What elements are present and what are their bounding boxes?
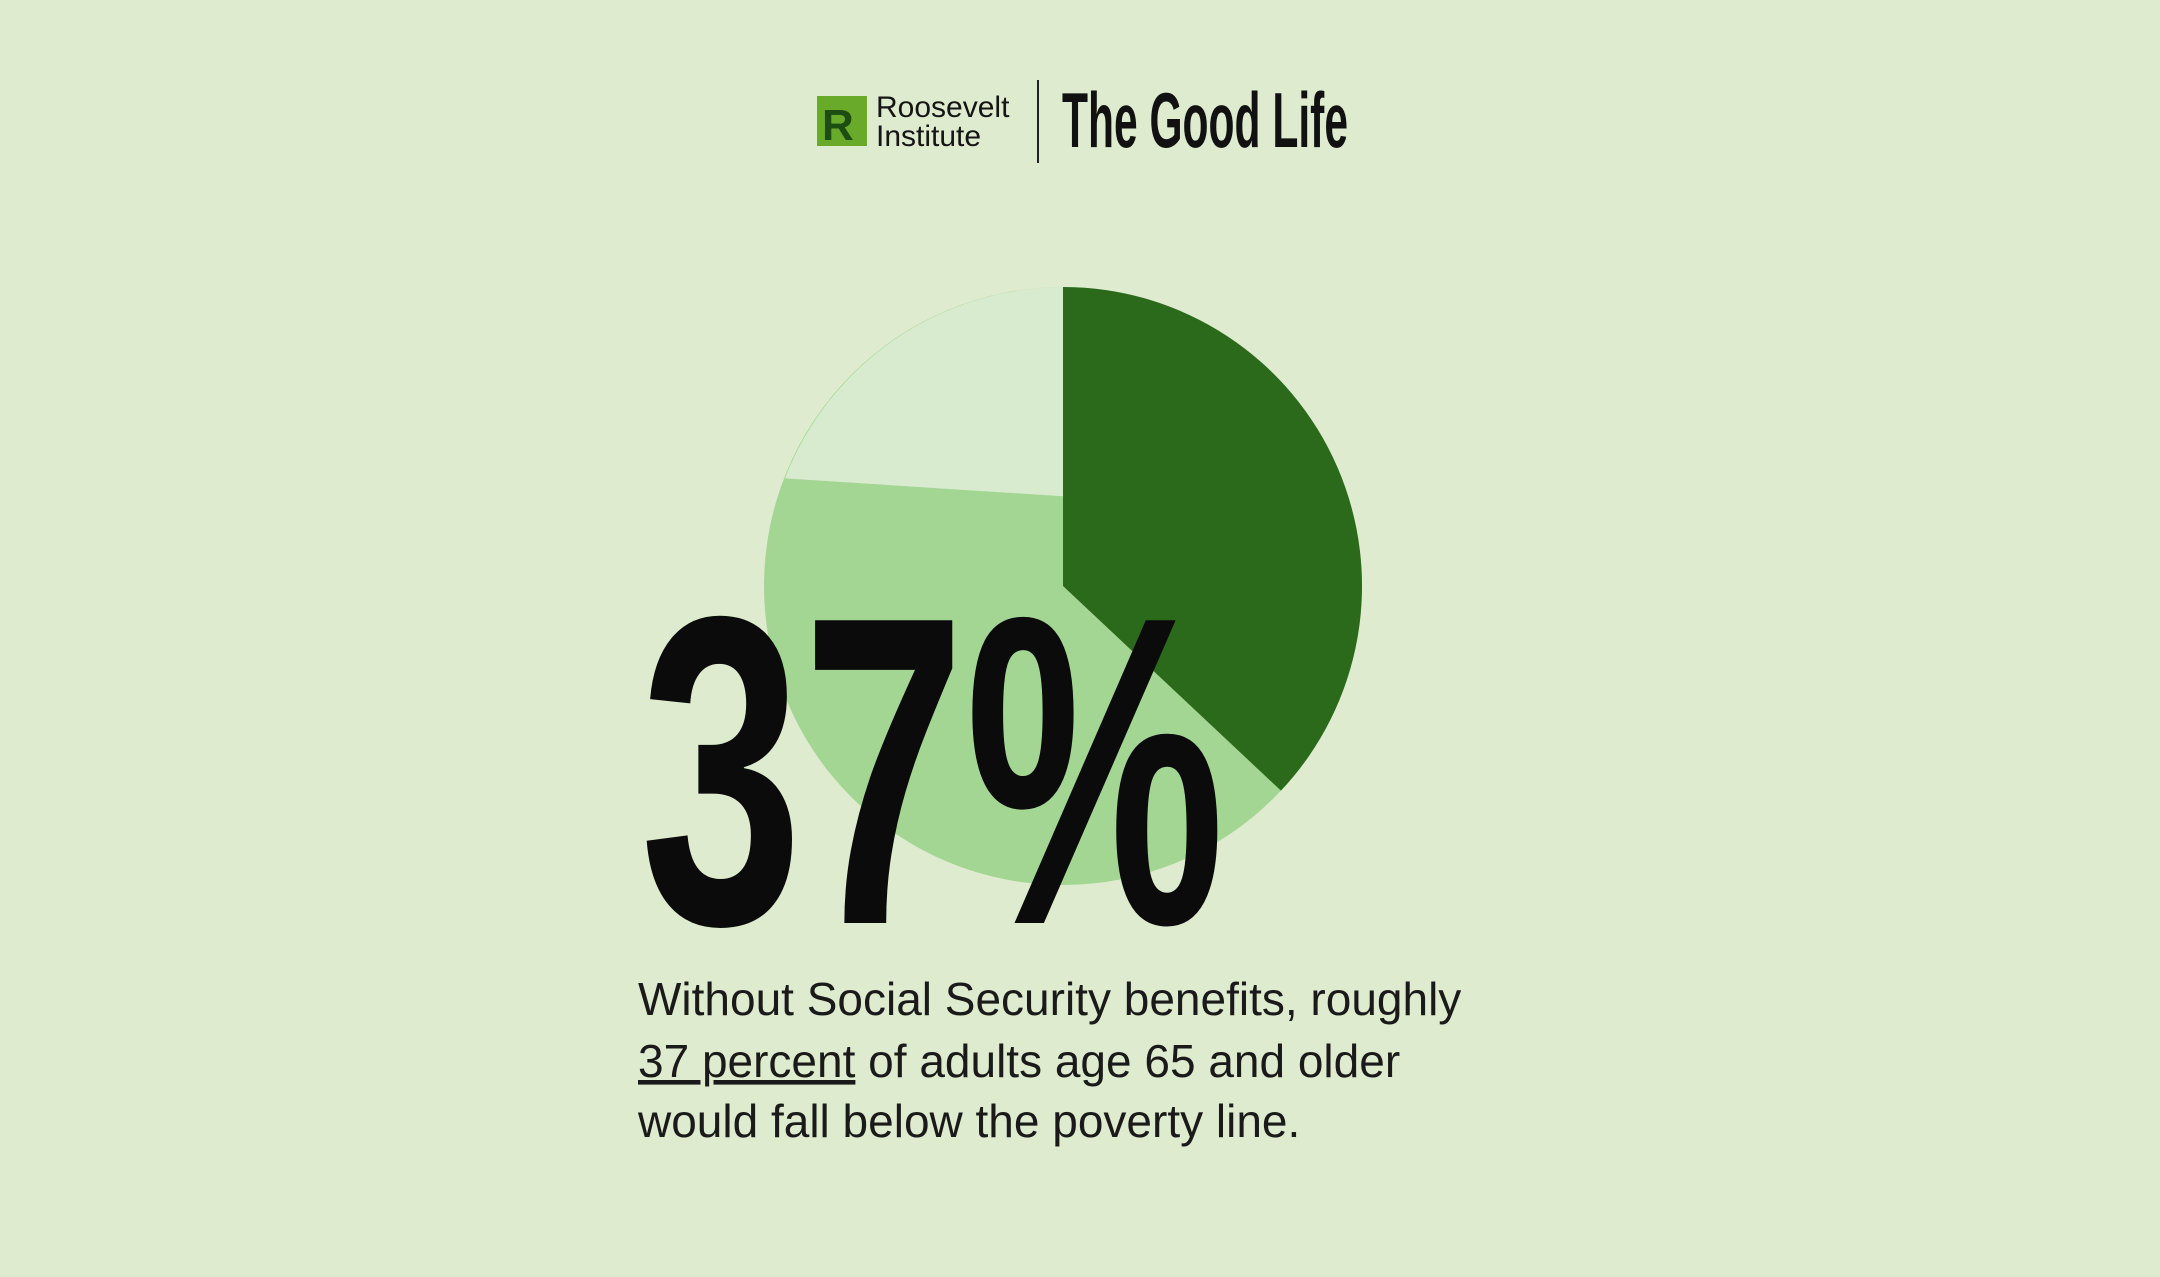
org-name: Institute xyxy=(876,120,981,153)
caption-text: of adults age 65 and older xyxy=(855,1035,1400,1087)
pie-slice xyxy=(1063,287,1362,791)
logo-letter: R xyxy=(822,101,854,150)
pie-highlight xyxy=(784,287,1063,497)
value-label: 37% xyxy=(640,526,1225,1017)
caption-link[interactable]: 37 percent xyxy=(638,1035,856,1087)
caption: Without Social Security benefits, roughl… xyxy=(637,973,1461,1147)
caption-line: Without Social Security benefits, roughl… xyxy=(638,973,1461,1025)
header: R Roosevelt Institute The Good Life xyxy=(817,76,1348,164)
pie-chart xyxy=(764,287,1362,885)
org-name: Roosevelt xyxy=(876,91,1010,124)
series-title: The Good Life xyxy=(1062,76,1348,164)
caption-line: 37 percent of adults age 65 and older xyxy=(638,1035,1400,1087)
logo-mark xyxy=(817,96,867,146)
caption-line: would fall below the poverty line. xyxy=(637,1095,1300,1147)
